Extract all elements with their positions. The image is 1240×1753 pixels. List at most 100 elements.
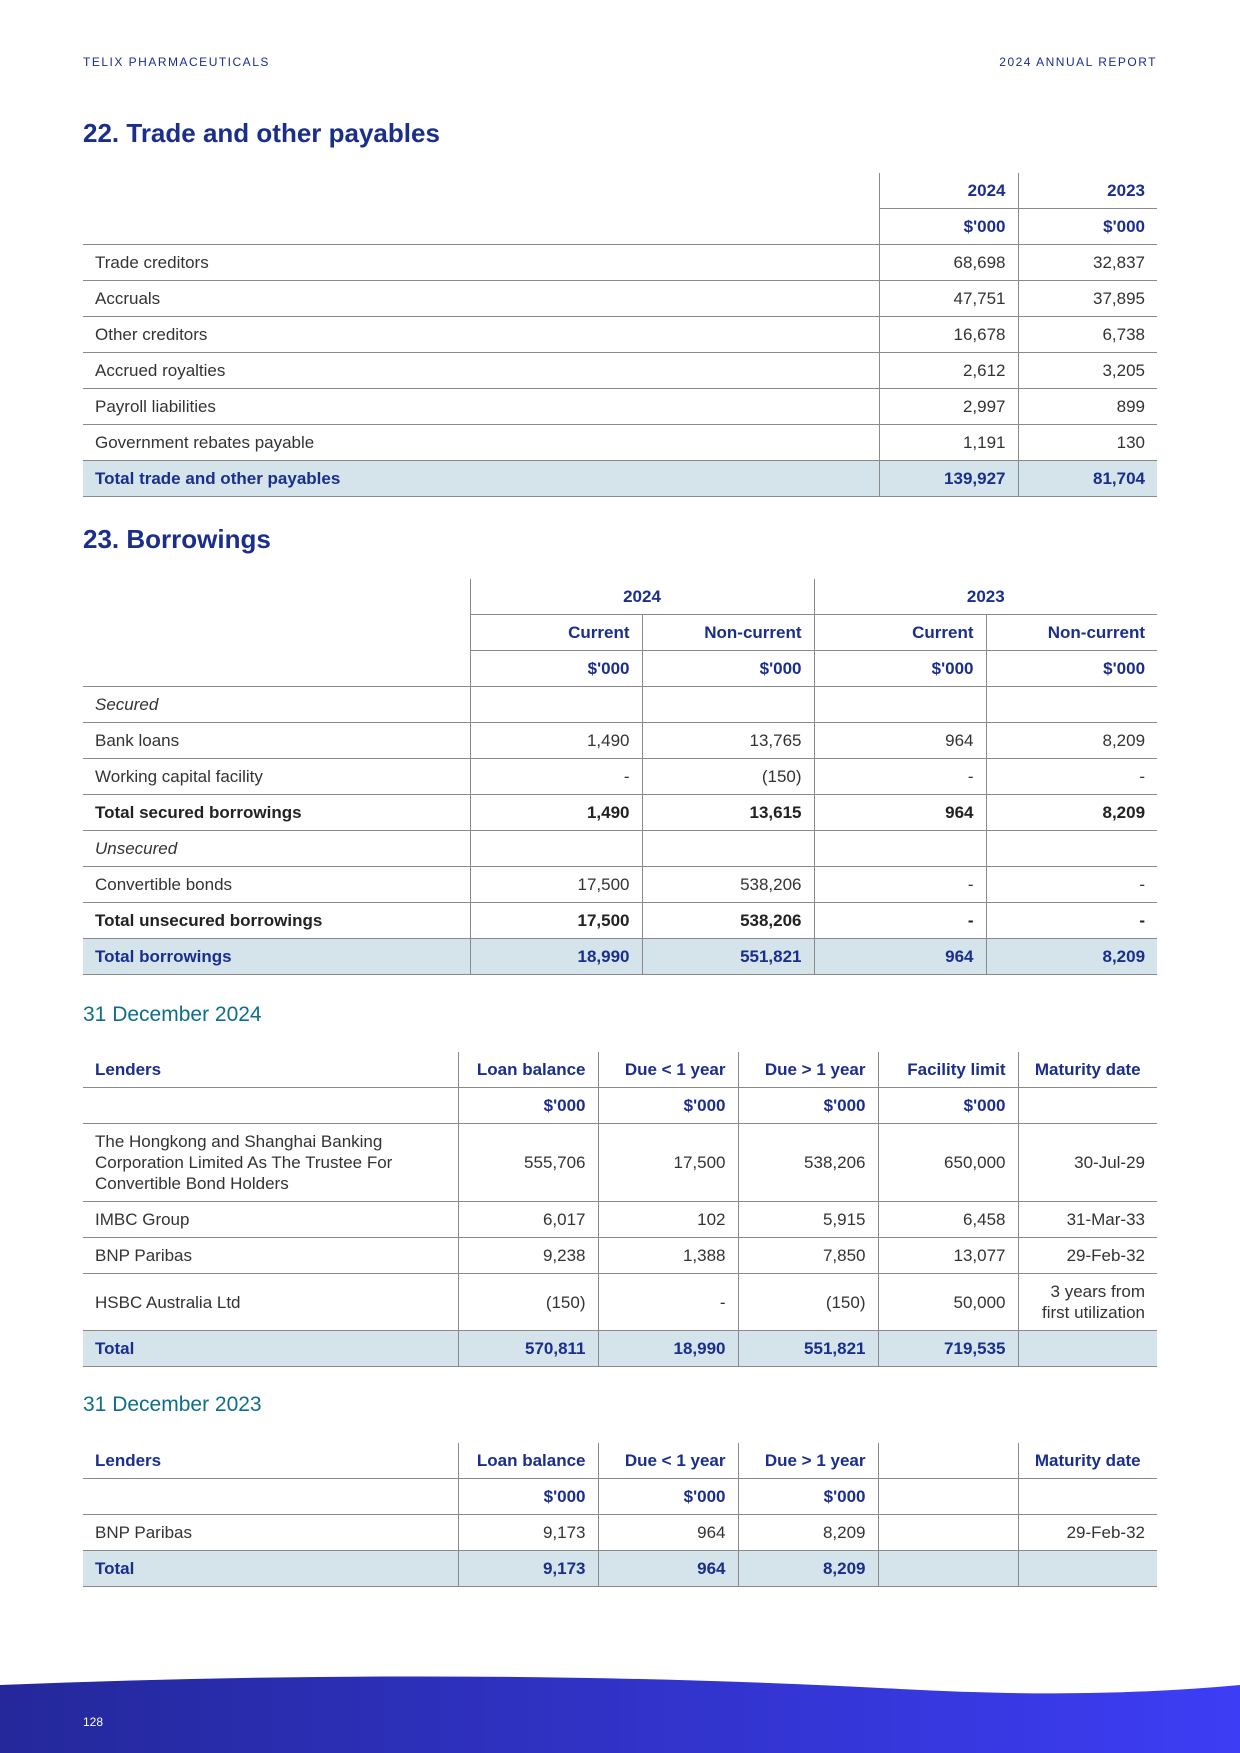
table-cell: $'000 (457, 1087, 598, 1124)
table-cell (83, 615, 470, 651)
table-cell: Working capital facility (83, 758, 470, 795)
table-cell: - (469, 758, 642, 795)
table-cell: 9,173 (457, 1550, 598, 1587)
table-cell: 551,821 (641, 938, 815, 975)
table-row: IMBC Group 6,017 102 5,915 6,458 31-Mar-33 (83, 1201, 1157, 1238)
table-cell: - (985, 902, 1158, 939)
table-cell: $'000 (813, 650, 987, 687)
table-cell: 650,000 (877, 1123, 1018, 1202)
table-cell: 1,191 (878, 424, 1018, 461)
table-cell: 17,500 (597, 1123, 738, 1202)
table-row: $'000 $'000 $'000 $'000 (83, 650, 1158, 687)
table-cell: Accruals (83, 280, 879, 317)
table-cell: 5,915 (737, 1201, 878, 1238)
table-cell: Non-current (985, 614, 1158, 651)
table-cell: $'000 (878, 208, 1018, 245)
table: Lenders Loan balance Due < 1 year Due > 1 y… (83, 1052, 1157, 1367)
table-cell: (150) (641, 758, 815, 795)
table-row: HSBC Australia Ltd (150) - (150) 50,000 3 yea… (83, 1273, 1157, 1331)
table-row: Government rebates payable 1,191 130 (83, 424, 1157, 461)
table-row: Total secured borrowings 1,490 13,615 964 8,… (83, 794, 1158, 831)
table-cell: (150) (457, 1273, 598, 1331)
table-cell: Total trade and other payables (83, 460, 879, 497)
table-row: Secured (83, 686, 1158, 723)
table: 2024 2023 $'000 $'000 Trade creditors 68,698 3… (83, 173, 1157, 497)
table-cell: IMBC Group (83, 1201, 458, 1238)
table-cell: 102 (597, 1201, 738, 1238)
table-cell: 3 years from first utilization (1017, 1273, 1157, 1331)
table-cell: 719,535 (877, 1330, 1018, 1367)
table-cell (83, 650, 470, 687)
table-cell: Secured (83, 686, 470, 723)
table-cell (83, 579, 470, 615)
table-cell: 17,500 (469, 866, 642, 903)
table-cell: Convertible bonds (83, 866, 470, 903)
table-cell: Due > 1 year (737, 1052, 878, 1088)
table-cell: 964 (813, 722, 987, 759)
table-cell: The Hongkong and Shanghai Banking Corpor… (83, 1123, 458, 1202)
table-cell (469, 830, 642, 867)
table-cell: 81,704 (1017, 460, 1157, 497)
table-row: Total 570,811 18,990 551,821 719,535 (83, 1330, 1157, 1367)
table-cell: 68,698 (878, 244, 1018, 281)
table-cell: Maturity date (1017, 1052, 1157, 1088)
table-cell: Facility limit (877, 1052, 1018, 1088)
table-cell: 964 (813, 794, 987, 831)
table-row: Unsecured (83, 830, 1158, 867)
table-cell: 6,458 (877, 1201, 1018, 1238)
table-cell (877, 1514, 1018, 1551)
table-cell: 1,490 (469, 794, 642, 831)
table-cell: 2,997 (878, 388, 1018, 425)
table-cell: 1,388 (597, 1237, 738, 1274)
table-cell (877, 1443, 1018, 1479)
table-row: Convertible bonds 17,500 538,206- - (83, 866, 1158, 903)
table-row: BNP Paribas 9,238 1,388 7,850 13,077 29-Feb-3… (83, 1237, 1157, 1274)
table-cell: 1,490 (469, 722, 642, 759)
table-cell (877, 1550, 1018, 1587)
table-cell: 9,173 (457, 1514, 598, 1551)
table-cell (1017, 1330, 1157, 1367)
table-cell: Current (469, 614, 642, 651)
table-row: Accrued royalties 2,612 3,205 (83, 352, 1157, 389)
table-cell (813, 830, 987, 867)
table-cell: Total secured borrowings (83, 794, 470, 831)
table-cell: 130 (1017, 424, 1157, 461)
table-cell: Non-current (641, 614, 815, 651)
table-row: Lenders Loan balance Due < 1 year Due > 1 y… (83, 1443, 1157, 1479)
table-cell: 7,850 (737, 1237, 878, 1274)
table-cell: 9,238 (457, 1237, 598, 1274)
table-row: Working capital facility - (150) - - (83, 758, 1158, 795)
table-cell: 8,209 (985, 938, 1158, 975)
table-row: Total trade and other payables 139,927 81,… (83, 460, 1157, 497)
table-cell: 13,615 (641, 794, 815, 831)
table-cell: Loan balance (457, 1052, 598, 1088)
table-cell: 2,612 (878, 352, 1018, 389)
table-cell: Due > 1 year (737, 1443, 878, 1479)
table-cell: $'000 (737, 1087, 878, 1124)
table-cell: 2024 (878, 173, 1018, 209)
table-cell: - (813, 866, 987, 903)
table-cell: 29-Feb-32 (1017, 1514, 1157, 1551)
table-cell: Lenders (83, 1443, 458, 1479)
table-cell: 37,895 (1017, 280, 1157, 317)
table-row: $'000 $'000 $'000 (83, 1478, 1157, 1515)
table-cell: $'000 (469, 650, 642, 687)
table-cell (1017, 1478, 1157, 1515)
table-cell: $'000 (597, 1478, 738, 1515)
table-cell: - (985, 866, 1158, 903)
table-cell: 29-Feb-32 (1017, 1237, 1157, 1274)
table-cell: 13,077 (877, 1237, 1018, 1274)
table-row: $'000 $'000 $'000 $'000 (83, 1087, 1157, 1124)
table-cell: 8,209 (985, 722, 1158, 759)
table-cell: Loan balance (457, 1443, 598, 1479)
table-cell: 964 (597, 1514, 738, 1551)
table-cell: 17,500 (469, 902, 642, 939)
table-row: Current Non-current Current Non-current (83, 614, 1158, 651)
table-cell: 899 (1017, 388, 1157, 425)
table-cell: $'000 (457, 1478, 598, 1515)
table-cell: 551,821 (737, 1330, 878, 1367)
table-cell: $'000 (597, 1087, 738, 1124)
table-cell (83, 1478, 458, 1515)
table-cell: 8,209 (737, 1514, 878, 1551)
table-cell: 6,017 (457, 1201, 598, 1238)
